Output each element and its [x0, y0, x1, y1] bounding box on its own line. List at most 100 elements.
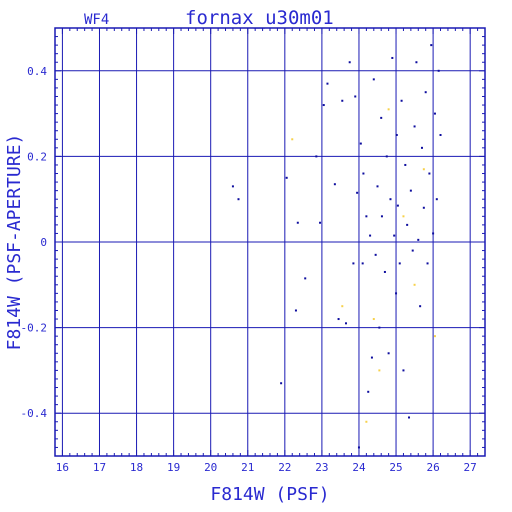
- data-point-blue: [374, 253, 377, 256]
- chart-subtitle: WF4: [84, 12, 109, 28]
- data-point-blue: [337, 318, 340, 321]
- data-point-blue: [348, 61, 351, 64]
- data-point-yellow: [402, 215, 405, 218]
- data-point-blue: [389, 198, 392, 201]
- x-tick-label: 20: [204, 461, 217, 474]
- data-point-blue: [380, 116, 383, 119]
- data-point-blue: [319, 221, 322, 224]
- data-point-blue: [402, 369, 405, 372]
- y-tick-label: -0.4: [21, 407, 48, 420]
- data-point-blue: [361, 262, 364, 265]
- data-point-blue: [411, 249, 414, 252]
- data-point-blue: [439, 134, 442, 136]
- data-point-yellow: [365, 420, 368, 423]
- data-point-blue: [406, 223, 409, 226]
- data-point-blue: [231, 185, 234, 188]
- x-tick-label: 22: [278, 461, 291, 474]
- data-point-yellow: [413, 283, 416, 286]
- data-point-blue: [376, 185, 379, 188]
- data-point-blue: [341, 99, 344, 102]
- data-point-yellow: [433, 335, 436, 338]
- data-point-blue: [426, 262, 429, 265]
- data-point-blue: [408, 416, 411, 419]
- x-tick-label: 17: [93, 461, 106, 474]
- data-point-blue: [280, 382, 283, 385]
- data-point-blue: [395, 292, 398, 295]
- y-tick-labels: -0.4 -0.2 0 0.2 0.4: [21, 65, 48, 420]
- grid-lines: [55, 28, 485, 456]
- data-point-blue: [437, 69, 440, 72]
- y-tick-label: -0.2: [21, 322, 48, 335]
- tick-marks: [54, 27, 486, 457]
- data-point-blue: [428, 172, 431, 175]
- x-axis-label: F814W (PSF): [210, 484, 329, 505]
- x-tick-label: 18: [130, 461, 143, 474]
- y-tick-label: 0.2: [27, 150, 47, 163]
- data-point-blue: [409, 189, 412, 192]
- data-point-blue: [367, 390, 370, 393]
- data-point-blue: [315, 155, 318, 158]
- data-point-blue: [419, 305, 422, 308]
- data-point-blue: [395, 134, 398, 136]
- data-point-blue: [333, 183, 336, 186]
- data-point-blue: [352, 262, 355, 265]
- data-point-blue: [354, 95, 357, 98]
- data-point-blue: [359, 142, 362, 145]
- data-point-yellow: [291, 138, 294, 141]
- data-point-blue: [415, 61, 418, 64]
- x-tick-label: 16: [56, 461, 69, 474]
- data-point-yellow: [372, 318, 375, 321]
- x-tick-label: 19: [167, 461, 180, 474]
- x-tick-label: 21: [241, 461, 254, 474]
- data-point-blue: [432, 232, 435, 235]
- y-tick-label: 0: [40, 236, 47, 249]
- data-point-yellow: [387, 108, 390, 111]
- data-point-blue: [417, 238, 420, 241]
- y-tick-label: 0.4: [27, 65, 47, 78]
- data-point-blue: [387, 352, 390, 355]
- data-point-blue: [404, 163, 407, 166]
- x-tick-label: 24: [352, 461, 366, 474]
- data-point-blue: [369, 234, 372, 237]
- data-point-blue: [422, 206, 425, 209]
- data-point-blue: [435, 198, 438, 201]
- data-point-blue: [370, 356, 373, 359]
- x-tick-labels: 16 17 18 19 20 21 22 23 24 25 26 27: [56, 461, 477, 474]
- data-point-blue: [294, 309, 297, 312]
- data-point-yellow: [341, 305, 344, 308]
- data-point-blue: [237, 198, 240, 201]
- data-point-blue: [357, 446, 360, 449]
- data-point-blue: [430, 44, 433, 47]
- data-point-yellow: [378, 369, 381, 372]
- y-axis-label: F814W (PSF-APERTURE): [4, 134, 25, 351]
- data-point-blue: [420, 146, 423, 149]
- data-point-blue: [393, 234, 396, 237]
- data-point-blue: [344, 322, 347, 325]
- data-point-blue: [304, 277, 307, 280]
- data-point-blue: [285, 176, 288, 179]
- data-point-blue: [326, 82, 329, 85]
- x-tick-label: 27: [464, 461, 477, 474]
- data-point-blue: [383, 270, 386, 273]
- data-point-blue: [372, 78, 375, 81]
- data-point-blue: [362, 172, 365, 175]
- data-point-blue: [413, 125, 416, 128]
- data-points: [231, 44, 442, 449]
- x-tick-label: 23: [315, 461, 328, 474]
- data-point-yellow: [422, 168, 425, 171]
- data-point-blue: [400, 99, 403, 102]
- data-point-blue: [396, 204, 399, 207]
- x-tick-label: 26: [426, 461, 439, 474]
- data-point-blue: [296, 221, 299, 224]
- data-point-blue: [322, 104, 325, 107]
- data-point-blue: [356, 191, 359, 194]
- data-point-blue: [391, 56, 394, 59]
- data-point-blue: [385, 155, 388, 158]
- data-point-blue: [380, 215, 383, 218]
- data-point-blue: [378, 326, 381, 329]
- data-point-blue: [398, 262, 401, 265]
- chart-title: fornax_u30m01: [185, 7, 334, 29]
- data-point-blue: [424, 91, 427, 94]
